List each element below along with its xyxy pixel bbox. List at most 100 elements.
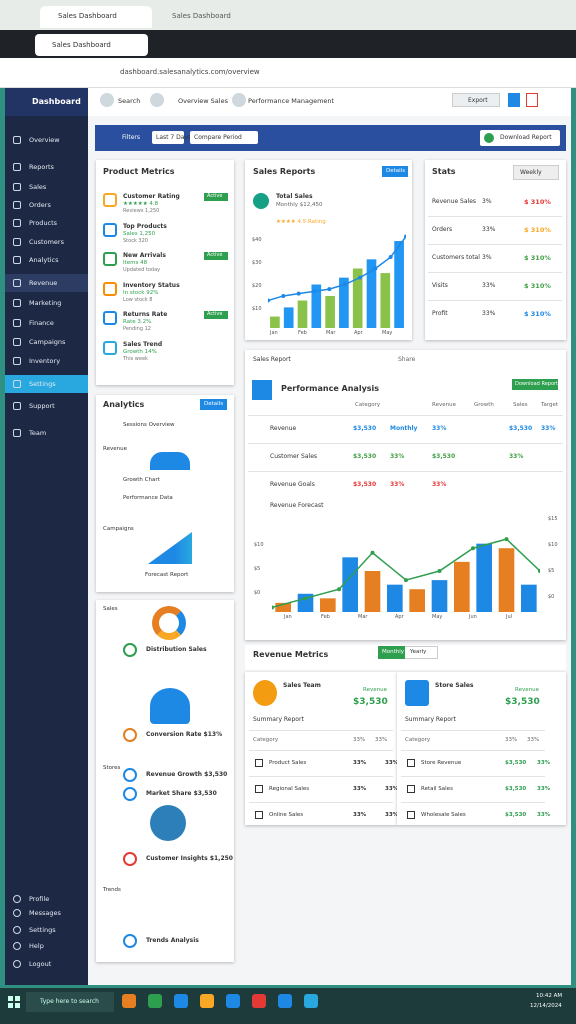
nav-item[interactable]: Logout [29, 960, 52, 968]
taskbar-app[interactable] [304, 994, 318, 1008]
section-title: Revenue Metrics [253, 650, 329, 659]
row-sub: Stock 320 [123, 237, 148, 244]
taskbar-app[interactable] [122, 994, 136, 1008]
card-avatar [253, 680, 277, 706]
filter-chip[interactable] [190, 131, 258, 144]
nav-item[interactable]: Overview [29, 136, 60, 144]
search-box[interactable] [26, 992, 114, 1012]
card-detail: Monthly $12,450 [276, 202, 323, 208]
stat-count: 3% [482, 254, 492, 261]
toggle-option[interactable]: Monthly [382, 649, 405, 655]
line-point [281, 293, 286, 298]
nav-item[interactable]: Orders [29, 201, 51, 209]
details-button[interactable] [200, 399, 227, 410]
nav-item[interactable]: Analytics [29, 256, 59, 264]
bar [394, 241, 404, 328]
button-label[interactable]: Details [204, 401, 224, 407]
download-button[interactable] [512, 379, 558, 390]
divider [249, 776, 393, 777]
analytics-item: Revenue [103, 446, 127, 452]
nav-item[interactable]: Sales [29, 183, 47, 191]
bar [275, 602, 291, 612]
toolbar-icon [508, 93, 520, 107]
nav-icon [13, 219, 21, 227]
badge [204, 252, 228, 260]
nav-item[interactable]: Customers [29, 238, 64, 246]
line-point [370, 550, 375, 555]
dropdown-label[interactable]: Weekly [520, 169, 542, 176]
nav-icon [13, 163, 21, 171]
details-button[interactable] [382, 166, 408, 177]
page-tab-title[interactable]: Sales Dashboard [52, 41, 111, 49]
toolbar-button[interactable]: Search [118, 97, 141, 105]
nav-item[interactable]: Campaigns [29, 338, 66, 346]
nav-item[interactable]: Profile [29, 895, 50, 903]
taskbar-app[interactable] [278, 994, 292, 1008]
nav-item[interactable]: Products [29, 219, 58, 227]
toggle-option[interactable]: Yearly [410, 649, 427, 655]
address-bar[interactable]: dashboard.salesanalytics.com/overview [120, 68, 260, 76]
column-header: Growth [474, 402, 494, 408]
taskbar-app[interactable] [226, 994, 240, 1008]
row-detail: Rate 3.2% [123, 319, 152, 325]
download-label[interactable]: Download Report [500, 134, 552, 141]
line-point [404, 578, 408, 583]
nav-item[interactable]: Settings [29, 926, 56, 934]
start-button[interactable] [8, 996, 20, 1008]
filter-chip[interactable] [152, 131, 184, 144]
toggle-active [378, 646, 405, 659]
row-icon [407, 785, 415, 793]
stat-count: 33% [482, 282, 496, 289]
row-detail: Sales 1,250 [123, 230, 156, 237]
cell: 33% [432, 481, 447, 488]
list-heading: Trends [103, 887, 121, 893]
nav-item[interactable]: Messages [29, 909, 61, 917]
taskbar-app[interactable] [200, 994, 214, 1008]
trend-line [268, 235, 406, 302]
nav-item[interactable]: Team [29, 429, 47, 437]
search-placeholder[interactable]: Type here to search [40, 998, 99, 1005]
nav-item[interactable]: Finance [29, 319, 54, 327]
axis-label: Jan [270, 330, 278, 336]
nav-item[interactable]: Revenue [29, 279, 58, 287]
nav-item[interactable]: Inventory [29, 357, 61, 365]
tab-title[interactable]: Sales Dashboard [172, 12, 231, 20]
toolbar-button[interactable]: Overview Sales [178, 97, 228, 105]
nav-item[interactable]: Marketing [29, 299, 62, 307]
filter-button[interactable]: Filters [122, 134, 140, 141]
tab-title[interactable]: Sales Dashboard [58, 12, 117, 20]
cell: 33% [390, 481, 405, 488]
nav-item[interactable]: Settings [29, 380, 56, 388]
button-label[interactable]: Download Report [515, 381, 559, 387]
card-title: Total Sales [276, 193, 313, 200]
toolbar-icon [100, 93, 114, 107]
button-label[interactable]: Details [386, 168, 406, 174]
taskbar-app[interactable] [148, 994, 162, 1008]
row-name: New Arrivals [123, 252, 166, 259]
share-label[interactable]: Share [398, 356, 416, 363]
stat-label: Orders [432, 226, 453, 233]
page-tab [35, 34, 148, 56]
cell: 33% [537, 786, 551, 792]
column-header: Category [253, 737, 279, 743]
cell: Revenue Goals [270, 481, 315, 488]
dropdown[interactable] [513, 165, 559, 180]
taskbar-app[interactable] [252, 994, 266, 1008]
brand: Dashboard [32, 97, 81, 106]
card-name: Sales Team [283, 682, 321, 689]
export-label[interactable]: Export [468, 97, 488, 104]
toolbar-button[interactable]: Performance Management [248, 97, 335, 105]
axis-label: Apr [354, 330, 363, 336]
cell: Retail Sales [421, 786, 453, 792]
nav-item[interactable]: Support [29, 402, 55, 410]
download-button[interactable] [480, 130, 560, 146]
nav-item[interactable]: Help [29, 942, 44, 950]
bar [387, 584, 403, 612]
filter-button[interactable]: Compare Period [194, 134, 242, 141]
filter-button[interactable]: Last 7 Days [156, 134, 192, 141]
column-header: Sales [513, 402, 528, 408]
taskbar-app[interactable] [174, 994, 188, 1008]
export-button[interactable] [452, 93, 500, 107]
sidebar-brand-bg [5, 88, 88, 116]
nav-item[interactable]: Reports [29, 163, 54, 171]
